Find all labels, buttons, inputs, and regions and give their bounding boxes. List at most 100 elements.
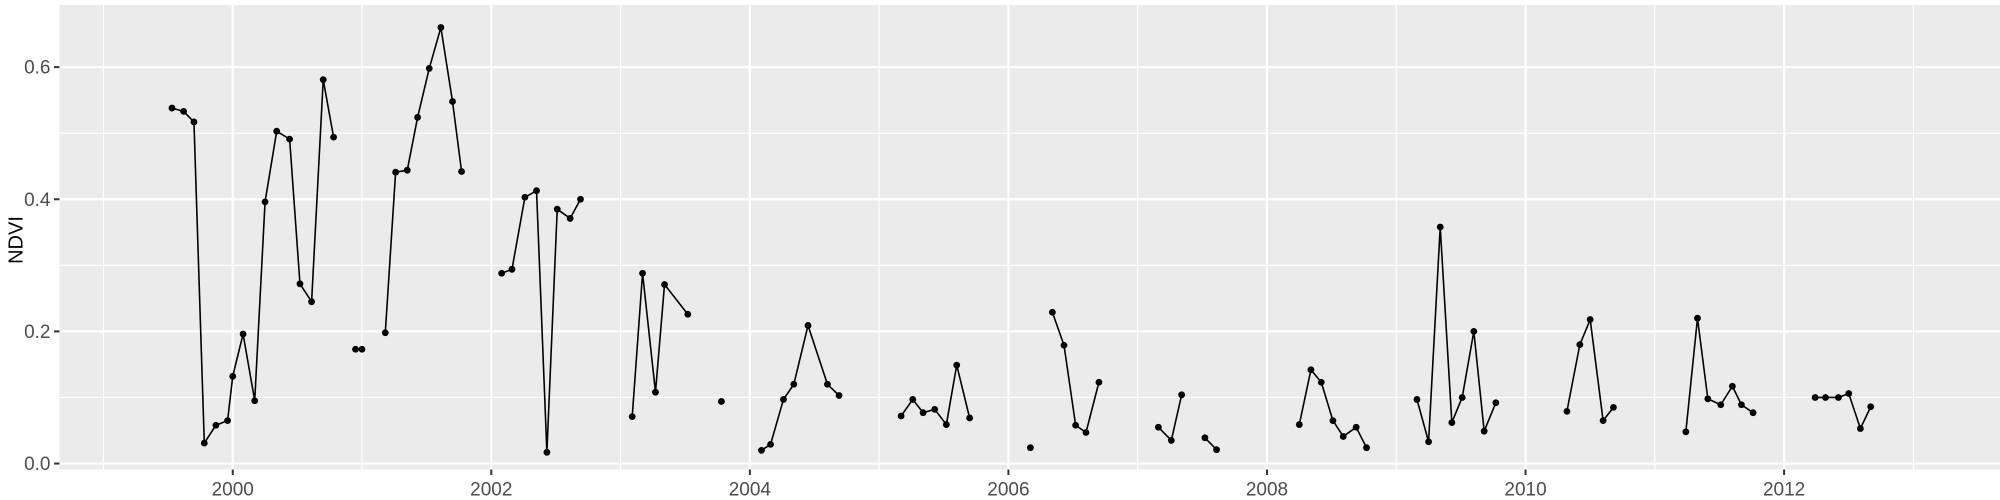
data-point [1682, 428, 1690, 436]
data-point [1717, 401, 1725, 409]
data-point [1167, 437, 1175, 444]
data-point [273, 127, 281, 135]
data-point [1072, 421, 1080, 429]
data-point [200, 439, 208, 447]
data-point [414, 113, 422, 121]
data-point [286, 135, 294, 143]
data-point [758, 446, 765, 454]
x-axis-tick-label: 2008 [1246, 480, 1288, 500]
data-point [790, 380, 798, 388]
data-point [1363, 444, 1370, 452]
data-point [1317, 378, 1325, 386]
data-point [780, 396, 787, 403]
data-point [966, 414, 974, 422]
data-point [498, 269, 506, 277]
x-axis-tick-label: 2012 [1763, 480, 1805, 500]
x-axis-tick-label: 2006 [987, 480, 1029, 500]
data-point [909, 396, 917, 403]
data-point [1048, 308, 1056, 316]
data-point [508, 265, 516, 273]
data-point [1339, 433, 1347, 440]
data-point [1095, 378, 1103, 386]
data-point [953, 361, 961, 369]
data-point [1060, 341, 1068, 349]
y-axis-title: NDVI [5, 216, 28, 264]
y-axis-tick-label: 0.2 [24, 322, 50, 343]
data-point [767, 440, 774, 448]
data-point [577, 195, 584, 203]
data-point [239, 330, 247, 338]
data-point [1413, 396, 1421, 403]
data-point [251, 397, 259, 405]
data-point [1834, 394, 1842, 401]
data-point [652, 388, 659, 396]
data-point [1738, 401, 1745, 409]
data-point [628, 413, 636, 421]
data-point [403, 166, 411, 174]
data-point [1436, 223, 1444, 231]
data-point [521, 193, 529, 201]
data-point [308, 298, 315, 306]
data-point [296, 280, 304, 288]
x-axis-tick-label: 2010 [1504, 480, 1546, 500]
data-point [1425, 438, 1432, 446]
data-point [919, 409, 927, 417]
data-point [1480, 427, 1488, 435]
data-point [330, 133, 337, 141]
data-point [352, 345, 359, 353]
data-point [425, 65, 433, 72]
data-point [1749, 409, 1757, 417]
data-point [261, 198, 269, 206]
data-point [684, 310, 692, 318]
data-point [224, 417, 231, 425]
data-point [835, 392, 843, 399]
data-point [1728, 382, 1736, 390]
data-point [1026, 444, 1034, 452]
data-point [1154, 423, 1162, 431]
panel-background [59, 5, 2000, 470]
data-point [1213, 446, 1220, 454]
data-point [1704, 395, 1712, 403]
data-point [942, 421, 950, 428]
data-point [897, 412, 905, 420]
data-point [1856, 425, 1864, 432]
data-point [437, 24, 445, 31]
data-line-segment [171, 78, 335, 444]
data-point [381, 329, 389, 337]
data-point [212, 421, 220, 429]
data-point [566, 215, 574, 222]
data-point [1599, 417, 1607, 425]
data-point [392, 168, 400, 176]
data-point [1352, 423, 1360, 431]
data-point [1576, 341, 1584, 349]
y-axis-tick-label: 0.4 [24, 190, 51, 211]
data-point [718, 398, 725, 405]
data-point [931, 405, 939, 413]
data-point [1867, 403, 1875, 411]
data-point [168, 104, 176, 112]
x-axis-tick-label: 2000 [212, 480, 254, 500]
data-point [804, 322, 812, 329]
data-point [553, 205, 561, 213]
data-point [1845, 390, 1853, 397]
data-point [533, 187, 540, 195]
data-point [1811, 394, 1819, 401]
y-axis-tick-label: 0.6 [24, 58, 50, 79]
data-point [543, 448, 551, 456]
data-point [1448, 419, 1456, 426]
data-point [1178, 391, 1186, 399]
data-point [824, 380, 831, 388]
data-point [449, 98, 456, 105]
data-point [1610, 403, 1617, 411]
data-point [1295, 421, 1303, 428]
data-point [639, 269, 646, 277]
x-axis-tick-label: 2002 [470, 480, 512, 500]
data-point [190, 118, 198, 126]
y-axis-tick-label: 0.0 [24, 454, 50, 475]
data-point [180, 107, 188, 115]
data-line-segment [1416, 226, 1497, 443]
data-point [319, 76, 327, 84]
data-point [358, 345, 366, 353]
